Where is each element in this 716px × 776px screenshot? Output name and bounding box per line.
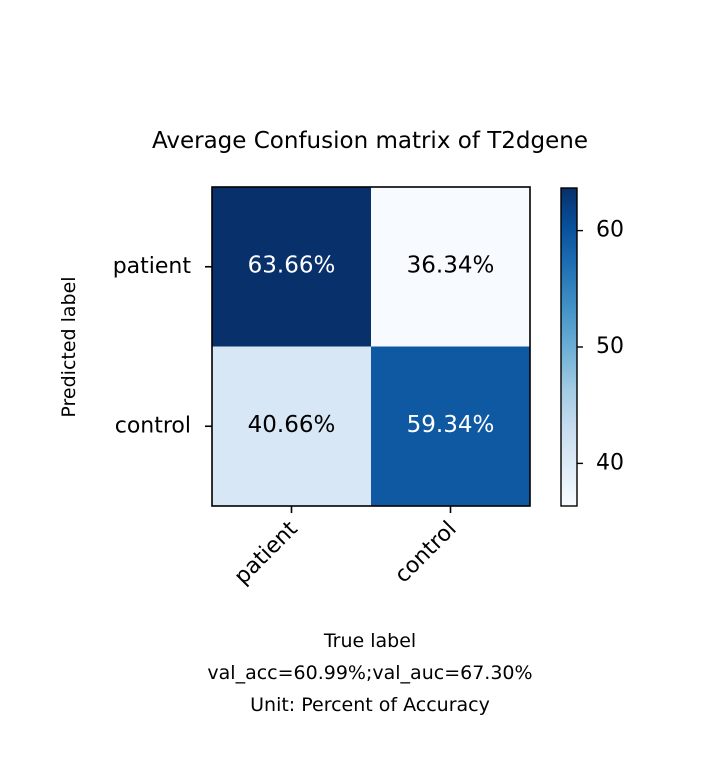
matrix-cell-0-0 (212, 187, 372, 347)
matrix-cells (212, 187, 531, 507)
chart-title: Average Confusion matrix of T2dgene (152, 128, 588, 154)
column-tick-labels: patient control (230, 506, 462, 590)
cell-value-label-0-1: 36.34% (407, 252, 495, 278)
colorbar-ticks: 40 50 60 (577, 218, 624, 475)
colorbar-tick-label-2: 60 (596, 218, 624, 243)
cell-value-label-0-0: 63.66% (248, 252, 336, 278)
colorbar-tick-label-1: 50 (596, 334, 624, 359)
colorbar (560, 187, 578, 507)
x-axis-label-line-1: True label (323, 630, 416, 652)
x-axis-label: True label val_acc=60.99%;val_auc=67.30%… (207, 630, 532, 716)
y-axis-label: Predicted label (58, 276, 80, 417)
matrix-cell-1-1 (371, 346, 531, 507)
row-tick-labels: patient control (113, 254, 212, 438)
matrix-cell-1-0 (212, 346, 372, 507)
colorbar-tick-label-0: 40 (596, 450, 624, 475)
x-axis-label-line-3: Unit: Percent of Accuracy (250, 694, 490, 716)
matrix-cell-0-1 (371, 187, 531, 347)
cell-value-label-1-1: 59.34% (407, 412, 495, 438)
matrix-frame (211, 186, 531, 507)
row-tick-label-0: patient (113, 254, 192, 279)
x-axis-label-line-2: val_acc=60.99%;val_auc=67.30% (207, 662, 532, 684)
row-tick-label-1: control (115, 413, 191, 438)
col-tick-label-0: patient (230, 516, 303, 589)
cell-value-label-1-0: 40.66% (248, 412, 336, 438)
col-tick-label-1: control (390, 517, 462, 589)
matrix-cell-labels: 63.66% 36.34% 40.66% 59.34% (248, 252, 495, 438)
